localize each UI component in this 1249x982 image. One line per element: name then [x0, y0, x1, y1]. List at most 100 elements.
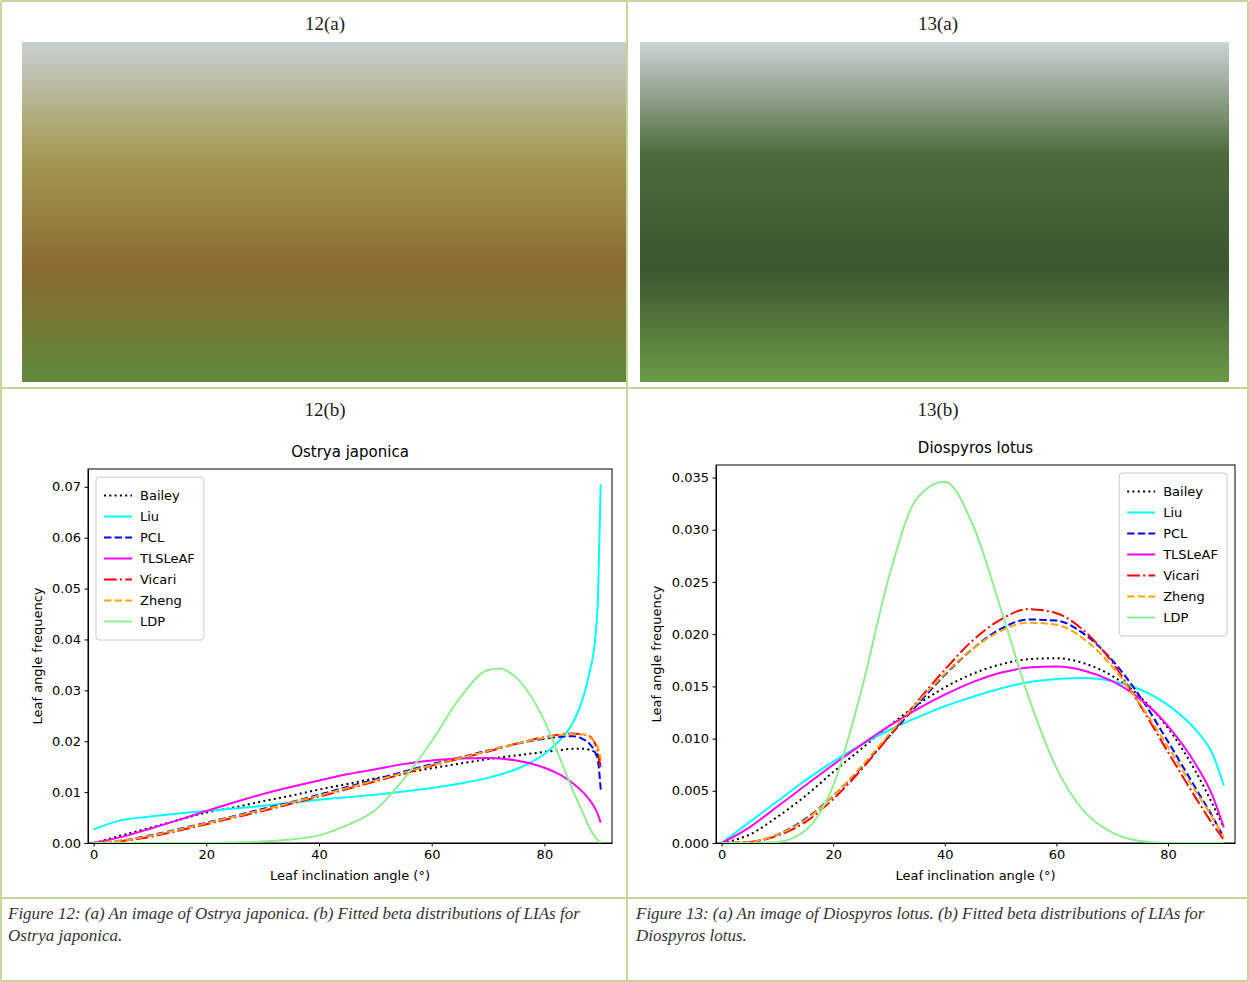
y-tick-label: 0.030 [672, 522, 709, 537]
x-tick-mark [1056, 843, 1057, 847]
y-tick: 0.01 [52, 785, 88, 800]
legend-swatch [104, 579, 132, 581]
y-tick-label: 0.04 [52, 632, 81, 647]
x-tick-mark [833, 843, 834, 847]
table-border [1247, 1, 1249, 981]
y-tick-mark [85, 487, 89, 488]
figure-page: 12(a)13(a)12(b)13(b)0204060800.000.010.0… [0, 0, 1249, 982]
y-tick: 0.05 [52, 581, 88, 596]
legend-swatch [1127, 512, 1155, 514]
y-tick-mark [85, 792, 89, 793]
x-tick: 20 [199, 843, 216, 862]
y-tick-mark [85, 690, 89, 691]
legend-swatch [104, 600, 132, 602]
figure-canvas: 12(a)13(a)12(b)13(b)0204060800.000.010.0… [0, 0, 1249, 982]
x-tick-label: 20 [199, 847, 216, 862]
y-tick: 0.000 [672, 836, 716, 851]
legend-swatch [104, 495, 132, 497]
y-tick: 0.020 [672, 627, 716, 642]
series-line [722, 623, 1224, 843]
series-line [94, 734, 601, 843]
legend-swatch [104, 558, 132, 560]
legend-label: TLSLeAF [1162, 547, 1218, 562]
x-tick-mark [544, 843, 545, 847]
legend-label: Zheng [140, 593, 182, 608]
x-tick: 40 [937, 843, 954, 862]
y-tick: 0.025 [672, 575, 716, 590]
x-tick: 0 [718, 843, 726, 862]
legend-swatch [1127, 596, 1155, 598]
y-tick-mark [713, 478, 717, 479]
x-tick: 60 [424, 843, 441, 862]
y-axis: 0.000 0.005 0.010 0.015 0.020 0.025 0.030 0.035 [672, 466, 717, 851]
chart-title: Diospyros lotus [918, 439, 1033, 457]
y-tick-label: 0.015 [672, 679, 709, 694]
y-tick-mark [713, 686, 717, 687]
panel-label: 13(b) [917, 399, 958, 421]
table-border [1, 980, 1248, 982]
legend-label: Bailey [1163, 484, 1203, 499]
x-tick-mark [945, 843, 946, 847]
series-line [94, 749, 601, 843]
x-tick-label: 60 [1049, 847, 1066, 862]
panel-label: 12(a) [305, 13, 345, 35]
table-border [0, 1, 2, 981]
y-tick: 0.015 [672, 679, 716, 694]
legend-swatch [1127, 575, 1155, 577]
x-tick-mark [94, 843, 95, 847]
y-tick-label: 0.00 [52, 836, 81, 851]
y-tick-label: 0.03 [52, 683, 81, 698]
y-tick-label: 0.07 [52, 479, 81, 494]
y-tick-mark [713, 739, 717, 740]
y-tick-mark [713, 843, 717, 844]
legend-swatch [104, 621, 132, 623]
y-tick: 0.06 [52, 530, 88, 545]
x-tick-label: 0 [718, 847, 726, 862]
legend-box [96, 477, 204, 640]
x-axis-title: Leaf inclination angle (°) [896, 868, 1056, 883]
y-tick-label: 0.010 [672, 731, 709, 746]
y-tick-mark [713, 634, 717, 635]
y-tick-label: 0.05 [52, 581, 81, 596]
y-tick: 0.030 [672, 522, 716, 537]
series-line [94, 668, 601, 843]
x-tick-label: 40 [937, 847, 954, 862]
y-tick-label: 0.005 [672, 783, 709, 798]
x-tick-label: 60 [424, 847, 441, 862]
y-tick-mark [713, 582, 717, 583]
series-line [722, 620, 1224, 843]
x-tick: 60 [1049, 843, 1066, 862]
y-tick-mark [85, 843, 89, 844]
y-tick: 0.035 [672, 470, 716, 485]
panel-label: 13(a) [918, 13, 958, 35]
legend-label: TLSLeAF [139, 551, 195, 566]
legend-label: PCL [1163, 526, 1188, 541]
x-axis-title: Leaf inclination angle (°) [270, 868, 430, 883]
x-tick-mark [1168, 843, 1169, 847]
x-tick: 80 [1160, 843, 1177, 862]
y-tick-label: 0.020 [672, 627, 709, 642]
legend-box [1119, 473, 1227, 636]
legend-label: Zheng [1163, 589, 1205, 604]
x-tick-label: 20 [825, 847, 842, 862]
x-tick-mark [432, 843, 433, 847]
x-axis-line [717, 843, 1236, 844]
photo [22, 42, 626, 382]
legend-label: LDP [1163, 610, 1188, 625]
legend-label: Vicari [1163, 568, 1199, 583]
x-tick-label: 80 [1160, 847, 1177, 862]
y-tick-label: 0.02 [52, 734, 81, 749]
plot-frame [88, 469, 612, 843]
x-tick: 80 [537, 843, 554, 862]
legend-label: Vicari [140, 572, 176, 587]
y-tick-mark [713, 791, 717, 792]
legend-swatch [1127, 554, 1155, 556]
x-tick-mark [722, 843, 723, 847]
y-tick-label: 0.01 [52, 785, 81, 800]
x-tick-mark [319, 843, 320, 847]
x-axis: 0 20 40 60 80 [717, 843, 1236, 862]
y-axis-line [716, 466, 717, 844]
y-tick-mark [85, 741, 89, 742]
legend-label: Liu [140, 509, 159, 524]
y-tick: 0.010 [672, 731, 716, 746]
